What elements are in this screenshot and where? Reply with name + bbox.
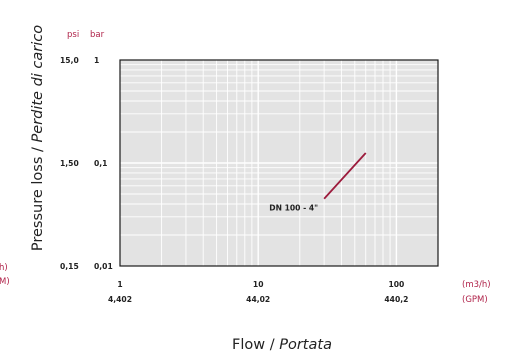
left-cutoff-unit-1: h) [0, 263, 8, 273]
x-axis-title-main: Flow / [232, 337, 279, 352]
y-tick-label-psi: 1,50 [60, 159, 79, 168]
x-unit-primary: (m3/h) [462, 280, 491, 290]
x-tick-label-secondary: 44,02 [246, 295, 270, 304]
y-tick-label-bar: 0,01 [94, 262, 113, 271]
x-tick-label-secondary: 4,402 [108, 295, 132, 304]
y-tick-label-bar: 0,1 [94, 159, 107, 168]
x-axis-title-italic: Portata [279, 337, 332, 352]
x-tick-label-primary: 1 [117, 280, 122, 289]
x-axis-title: Flow / Portata [232, 337, 332, 352]
x-unit-secondary: (GPM) [462, 295, 488, 305]
x-tick-label-secondary: 440,2 [384, 295, 408, 304]
left-cutoff-unit-2: M) [0, 277, 10, 287]
tick-labels: 1 4,402 10 44,02 100 440,2 1 15,0 0,1 1,50 0,01 0,1… [60, 56, 408, 304]
series-label-dn100: DN 100 - 4" [269, 204, 318, 213]
y-tick-label-bar: 1 [94, 56, 99, 65]
x-tick-label-primary: 100 [388, 280, 404, 289]
y-axis-title-italic: Perdite di carico [30, 25, 46, 143]
y-unit-bar: bar [90, 30, 105, 40]
y-axis-title-main: Pressure loss / [30, 142, 46, 251]
plot-frame [119, 59, 439, 267]
y-axis-title: Pressure loss / Perdite di carico [30, 25, 46, 251]
y-tick-label-psi: 15,0 [60, 56, 79, 65]
y-tick-label-psi: 0,15 [60, 262, 79, 271]
x-tick-label-primary: 10 [253, 280, 264, 289]
y-unit-psi: psi [67, 30, 79, 40]
series-line-dn100 [323, 152, 367, 200]
grid [120, 60, 438, 266]
series-layer: DN 100 - 4" [269, 152, 367, 213]
